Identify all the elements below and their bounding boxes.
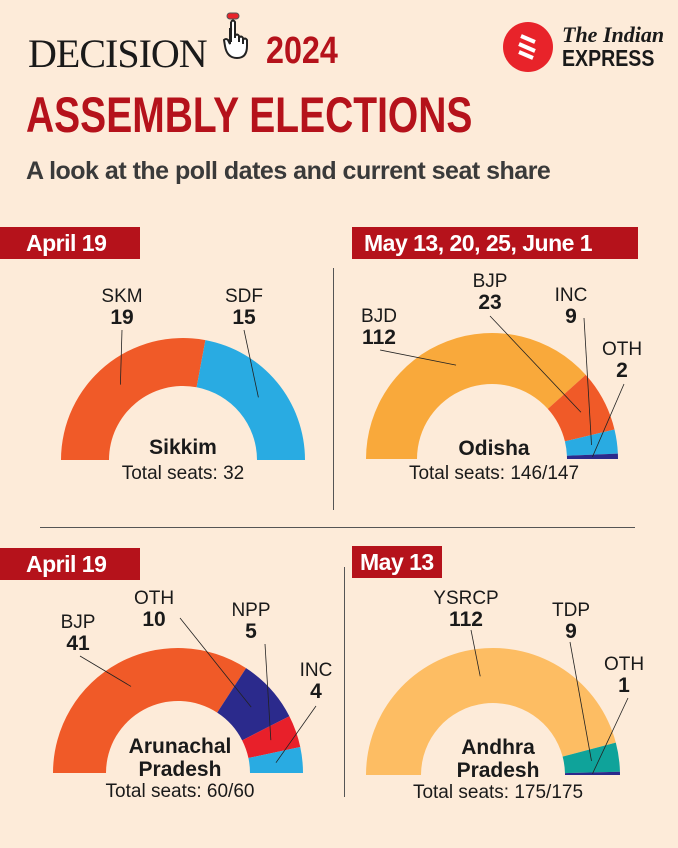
date-bar-odisha: May 13, 20, 25, June 1: [352, 227, 638, 259]
leader-line-npp: [264, 643, 272, 741]
label-sikkim-sdf: SDF 15: [225, 286, 263, 329]
decision-wordmark: DECISION: [28, 31, 208, 76]
label-andhra-ysrcp: YSRCP 112: [433, 588, 499, 631]
label-arunachal-bjp: BJP 41: [60, 612, 96, 655]
label-sikkim-skm: SKM 19: [101, 286, 143, 329]
page-title: ASSEMBLY ELECTIONS: [26, 87, 473, 143]
leader-line-sdf: [243, 329, 259, 398]
leader-line-bjd: [379, 349, 457, 366]
label-odisha-oth: OTH 2: [601, 339, 643, 382]
slice-bjp: [547, 374, 615, 442]
state-name-odisha: Odisha: [458, 437, 530, 460]
date-bar-sikkim: April 19: [0, 227, 140, 259]
leader-line-oth: [592, 697, 629, 774]
leader-line-inc: [275, 705, 317, 763]
state-name-sikkim: Sikkim: [149, 436, 217, 459]
hand-pointer-icon: [218, 12, 256, 60]
leader-line-ysrcp: [470, 629, 481, 677]
slice-ysrcp: [366, 648, 616, 775]
date-bar-arunachal: April 19: [0, 548, 140, 580]
slice-sdf: [196, 340, 305, 460]
state-line-1: Andhra: [461, 736, 535, 759]
slice-oth: [217, 668, 290, 741]
label-arunachal-npp: NPP 5: [231, 600, 271, 643]
slice-npp: [242, 716, 301, 759]
slice-bjd: [366, 333, 586, 459]
leader-line-oth: [179, 617, 252, 708]
total-seats-andhra: Total seats: 175/175: [412, 782, 584, 803]
indian-express-logo-icon: [503, 22, 553, 72]
brand-name-line1: The Indian: [562, 22, 665, 47]
slice-inc: [248, 747, 303, 773]
leader-line-bjp: [79, 655, 132, 687]
leader-line-skm: [119, 329, 123, 385]
subtitle: A look at the poll dates and current sea…: [26, 157, 551, 185]
divider-horizontal: [40, 527, 635, 528]
label-andhra-tdp: TDP 9: [552, 600, 590, 643]
state-name-andhra: Andhra Pradesh: [457, 736, 540, 782]
leader-line-oth: [592, 383, 625, 457]
slice-bjp: [53, 647, 247, 773]
date-bar-andhra: May 13: [352, 546, 442, 578]
state-line-2: Pradesh: [456, 759, 540, 782]
divider-vertical-bottom: [344, 567, 345, 797]
leader-line-tdp: [569, 641, 592, 762]
divider-vertical-top: [333, 268, 334, 510]
label-arunachal-inc: INC 4: [299, 660, 333, 703]
label-odisha-bjp: BJP 23: [472, 271, 508, 314]
total-seats-odisha: Total seats: 146/147: [408, 463, 580, 484]
leader-line-bjp: [489, 315, 582, 413]
label-arunachal-oth: OTH 10: [133, 588, 175, 631]
label-odisha-inc: INC 9: [554, 285, 588, 328]
state-line-1: Arunachal: [128, 735, 232, 758]
state-name-arunachal: Arunachal Pradesh: [129, 735, 232, 781]
year: 2024: [266, 30, 338, 72]
total-seats-arunachal: Total seats: 60/60: [105, 781, 255, 802]
label-andhra-oth: OTH 1: [603, 654, 645, 697]
state-line-2: Pradesh: [138, 758, 222, 781]
label-odisha-bjd: BJD 112: [361, 306, 397, 349]
leader-line-inc: [583, 317, 592, 446]
total-seats-sikkim: Total seats: 32: [121, 463, 245, 484]
brand-name-line2: EXPRESS: [562, 45, 655, 71]
slice-skm: [61, 337, 206, 460]
